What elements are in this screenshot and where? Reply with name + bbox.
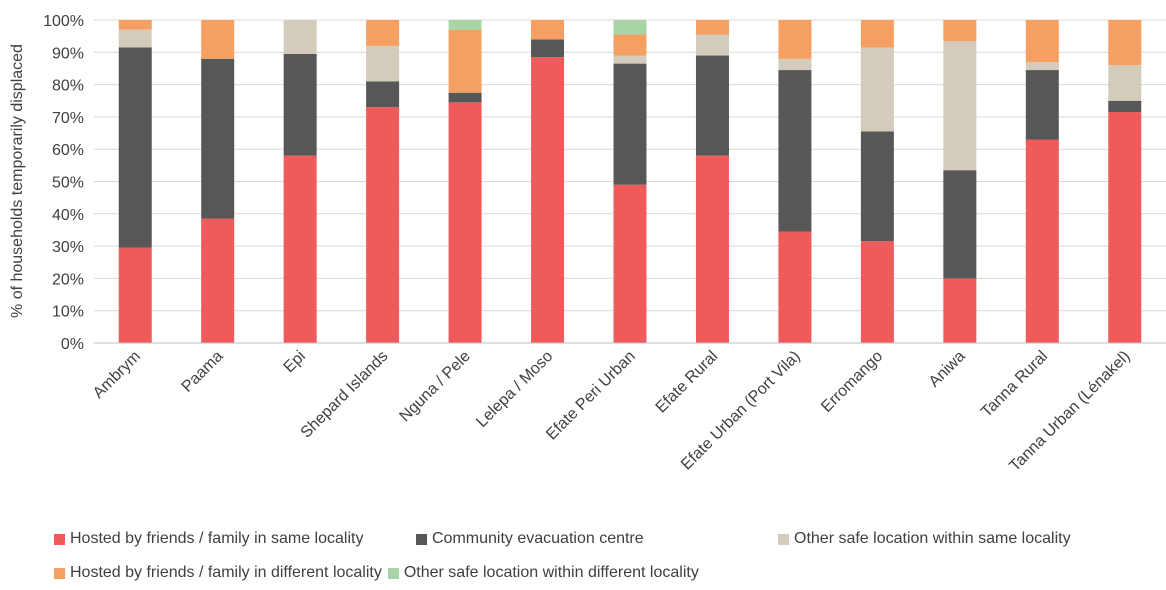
bar-segment <box>860 20 894 48</box>
bar-segment <box>366 45 400 82</box>
legend-label: Community evacuation centre <box>432 530 644 547</box>
bar-segment <box>778 20 812 59</box>
bar-segment <box>613 20 647 35</box>
bar-segment <box>448 92 482 103</box>
x-tick-label: Ambrym <box>90 348 144 402</box>
bar-segment <box>695 55 729 156</box>
y-tick-label: 40% <box>52 207 84 224</box>
x-tick-label: Shepard Islands <box>298 348 392 442</box>
legend-item-hosted-different: Hosted by friends / family in different … <box>54 564 382 582</box>
stacked-bar-chart: 0% 10% 20% 30% 40% 50% 60% 70% 80% 90% 100% Ambrym P… <box>9 13 1166 475</box>
legend-item-hosted-same: Hosted by friends / family in same local… <box>54 530 416 548</box>
bar-segment <box>366 20 400 46</box>
x-tick-label: Aniwa <box>926 348 969 391</box>
bar-segment <box>860 131 894 242</box>
bar-segment <box>366 81 400 108</box>
legend-swatch <box>387 567 399 579</box>
legend-label: Other safe location within different loc… <box>403 564 699 581</box>
bar-segment <box>118 20 152 30</box>
legend-row: Hosted by friends / family in same local… <box>54 522 1154 556</box>
legend-label: Hosted by friends / family in different … <box>70 564 382 581</box>
x-tick-label: Epi <box>281 348 309 376</box>
bar-segment <box>201 58 235 219</box>
legend-swatch <box>54 533 65 545</box>
x-tick-label: Erromango <box>818 348 886 416</box>
bar-segment <box>448 20 482 30</box>
bar-segment <box>695 155 729 343</box>
legend-swatch <box>416 533 427 545</box>
y-tick-label: 100% <box>43 13 84 30</box>
bar-segment <box>118 29 152 48</box>
bar-segment <box>943 278 977 343</box>
bar-segment <box>448 102 482 344</box>
legend-label: Other safe location within same locality <box>794 530 1071 547</box>
legend-swatch <box>778 533 789 545</box>
x-tick-label: Nguna / Pele <box>396 348 474 426</box>
y-tick-label: 70% <box>52 110 84 127</box>
legend-swatch <box>54 567 65 579</box>
legend-item-evacuation-centre: Community evacuation centre <box>416 530 778 548</box>
bar-segment <box>283 155 317 343</box>
bar-segment <box>1108 112 1142 344</box>
y-tick-label: 80% <box>52 78 84 95</box>
x-tick-label: Tanna Rural <box>978 348 1051 421</box>
bar-segment <box>283 53 317 156</box>
chart: 0% 10% 20% 30% 40% 50% 60% 70% 80% 90% 100% Ambrym P… <box>9 13 1166 475</box>
bar-segment <box>613 63 647 185</box>
bar-segment <box>1108 65 1142 101</box>
bar-segment <box>943 20 977 41</box>
legend-label: Hosted by friends / family in same local… <box>70 530 364 547</box>
bar-segment <box>613 34 647 56</box>
y-tick-label: 10% <box>52 304 84 321</box>
bar-segment <box>613 55 647 64</box>
x-tick-label: Efate Peri Urban <box>543 348 639 444</box>
bar-segment <box>1108 100 1142 113</box>
y-tick-label: 20% <box>52 271 84 288</box>
bar-segment <box>531 39 565 58</box>
x-tick-label: Paama <box>179 348 227 396</box>
y-tick-label: 60% <box>52 142 84 159</box>
bar-segment <box>695 20 729 35</box>
y-tick-label: 90% <box>52 45 84 62</box>
bar-segment <box>613 184 647 343</box>
bar-segment <box>283 20 317 54</box>
bar-segment <box>366 107 400 344</box>
bar-segment <box>778 58 812 71</box>
bar-segment <box>860 241 894 343</box>
bar-segment <box>778 70 812 232</box>
bar-segment <box>201 20 235 59</box>
y-tick-label: 50% <box>52 175 84 192</box>
legend: Hosted by friends / family in same local… <box>54 522 1154 590</box>
y-tick-label: 30% <box>52 239 84 256</box>
x-tick-label: Efate Rural <box>653 348 722 417</box>
bar-segment <box>943 40 977 171</box>
bar-segment <box>448 29 482 93</box>
legend-item-other-different: Other safe location within different loc… <box>387 564 699 582</box>
bar-segment <box>778 231 812 343</box>
bar-segment <box>860 47 894 132</box>
bar-segment <box>531 57 565 344</box>
bar-segment <box>118 47 152 248</box>
bar-segment <box>1108 20 1142 66</box>
y-tick-label: 0% <box>61 336 84 353</box>
bar-segment <box>695 34 729 56</box>
bar-segment <box>1025 61 1059 71</box>
bar-segment <box>1025 20 1059 62</box>
bar-segment <box>118 247 152 343</box>
bar-segment <box>201 218 235 343</box>
bar-segment <box>943 170 977 279</box>
y-axis-label: % of households temporarily displaced <box>9 44 26 318</box>
legend-item-other-same: Other safe location within same locality <box>778 530 1071 548</box>
bars <box>118 20 1142 344</box>
legend-row: Hosted by friends / family in different … <box>54 556 1154 590</box>
x-tick-label: Lelepa / Moso <box>473 348 556 431</box>
bar-segment <box>1025 139 1059 343</box>
bar-segment <box>1025 70 1059 140</box>
bar-segment <box>531 20 565 40</box>
